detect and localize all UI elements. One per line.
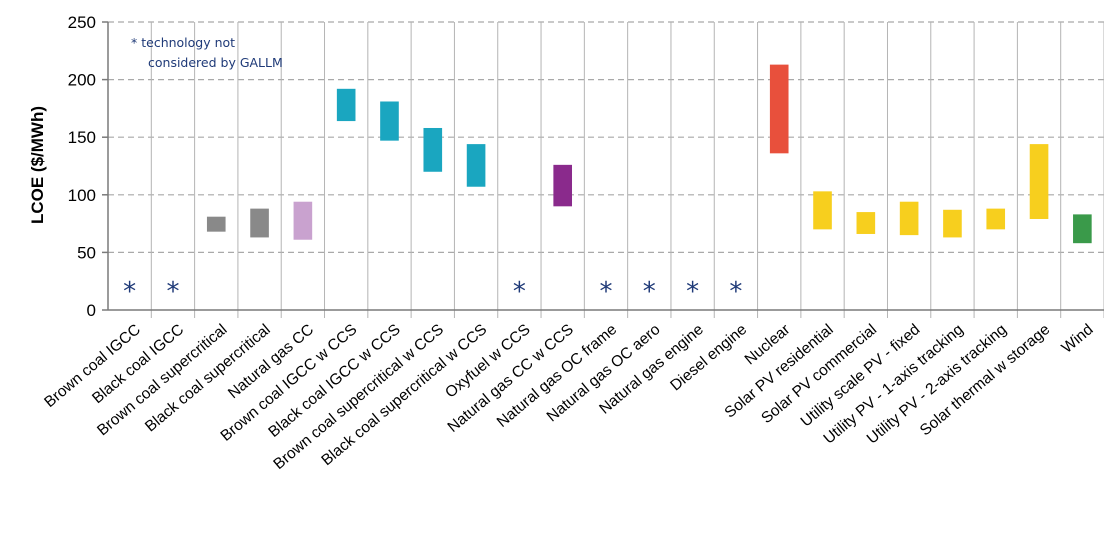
y-tick-label: 0 bbox=[87, 301, 96, 320]
range-bar bbox=[250, 208, 269, 238]
range-bar bbox=[380, 101, 399, 141]
not-considered-star: * bbox=[600, 277, 613, 307]
category-dividers bbox=[150, 22, 1104, 318]
range-bars bbox=[206, 64, 1092, 244]
not-considered-star: * bbox=[123, 277, 136, 307]
not-considered-star: * bbox=[513, 277, 526, 307]
not-considered-markers: * * * * * * * bbox=[123, 277, 742, 307]
range-bar bbox=[986, 208, 1006, 230]
range-bar bbox=[1029, 144, 1049, 219]
range-bar bbox=[769, 64, 789, 154]
range-bar bbox=[813, 191, 832, 230]
range-bar bbox=[423, 127, 443, 172]
range-bar bbox=[943, 209, 962, 238]
y-tick-label: 150 bbox=[68, 128, 96, 147]
y-tick-label: 50 bbox=[77, 243, 96, 262]
not-considered-star: * bbox=[643, 277, 656, 307]
range-bar bbox=[336, 88, 356, 122]
range-bar bbox=[206, 216, 226, 232]
grid-lines bbox=[108, 21, 1104, 253]
y-tick-labels: 0 50 100 150 200 250 bbox=[68, 13, 96, 320]
not-considered-star: * bbox=[166, 277, 179, 307]
range-bar bbox=[856, 212, 876, 234]
y-tick-label: 250 bbox=[68, 13, 96, 32]
category-label: Wind bbox=[1059, 321, 1097, 357]
range-bar bbox=[466, 144, 486, 187]
range-bar bbox=[899, 201, 919, 236]
range-bar bbox=[553, 164, 573, 207]
y-tick-label: 200 bbox=[68, 71, 96, 90]
y-axis-label: LCOE ($/MWh) bbox=[28, 106, 47, 224]
note-line-1: * technology not bbox=[131, 35, 235, 50]
not-considered-star: * bbox=[686, 277, 699, 307]
category-label: Diesel engine bbox=[667, 321, 750, 394]
range-bar bbox=[293, 201, 313, 240]
note-line-2: considered by GALLM bbox=[148, 55, 283, 70]
y-tick-label: 100 bbox=[68, 186, 96, 205]
range-bar bbox=[1073, 214, 1092, 244]
not-considered-star: * bbox=[729, 277, 742, 307]
axes bbox=[102, 21, 1104, 311]
